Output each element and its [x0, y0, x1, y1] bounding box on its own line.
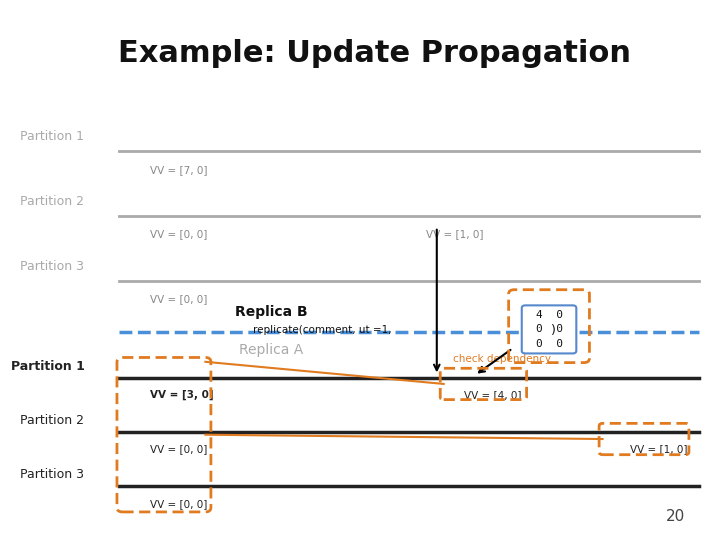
- Text: check dependency: check dependency: [454, 354, 552, 364]
- Text: Partition 2: Partition 2: [20, 414, 84, 427]
- Text: VV = [0, 0]: VV = [0, 0]: [150, 444, 207, 454]
- Text: Partition 3: Partition 3: [20, 260, 84, 273]
- Text: 4  0
0  0
0  0: 4 0 0 0 0 0: [536, 309, 562, 349]
- Text: Partition 1: Partition 1: [20, 130, 84, 143]
- Text: replicate(comment, ut =1,: replicate(comment, ut =1,: [253, 326, 392, 335]
- Text: 20: 20: [666, 509, 685, 524]
- Text: VV = [1, 0]: VV = [1, 0]: [630, 444, 688, 454]
- Text: Example: Update Propagation: Example: Update Propagation: [118, 39, 631, 69]
- Text: VV = [3, 0]: VV = [3, 0]: [150, 390, 214, 400]
- Text: VV = [7, 0]: VV = [7, 0]: [150, 165, 207, 175]
- Text: Replica B: Replica B: [235, 305, 307, 319]
- Text: VV = [0, 0]: VV = [0, 0]: [150, 230, 207, 240]
- Text: Partition 3: Partition 3: [20, 468, 84, 481]
- FancyBboxPatch shape: [522, 306, 576, 353]
- Text: VV = [1, 0]: VV = [1, 0]: [426, 230, 484, 240]
- Text: Partition 2: Partition 2: [20, 195, 84, 208]
- Text: VV = [4, 0]: VV = [4, 0]: [464, 390, 522, 400]
- Text: ): ): [551, 324, 556, 337]
- Text: Replica A: Replica A: [239, 343, 303, 357]
- Text: Partition 1: Partition 1: [11, 360, 84, 373]
- Text: VV = [0, 0]: VV = [0, 0]: [150, 294, 207, 305]
- Text: VV = [0, 0]: VV = [0, 0]: [150, 500, 207, 510]
